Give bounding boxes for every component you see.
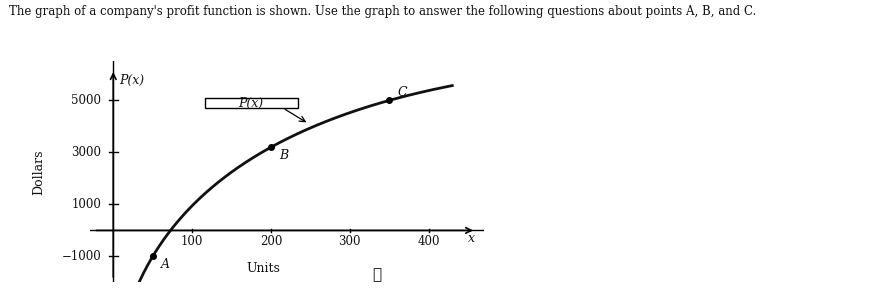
Text: A: A <box>160 258 169 271</box>
FancyBboxPatch shape <box>204 98 297 108</box>
Text: 5000: 5000 <box>72 94 101 107</box>
Text: 1000: 1000 <box>72 198 101 211</box>
Text: The graph of a company's profit function is shown. Use the graph to answer the f: The graph of a company's profit function… <box>9 5 756 17</box>
Text: P(x): P(x) <box>119 74 144 87</box>
Text: 3000: 3000 <box>72 146 101 159</box>
Text: 400: 400 <box>418 235 440 248</box>
Text: P(x): P(x) <box>238 96 263 110</box>
Text: Units: Units <box>246 262 280 275</box>
Text: C: C <box>397 86 407 99</box>
Text: 100: 100 <box>181 235 203 248</box>
Text: B: B <box>279 149 288 162</box>
Text: Dollars: Dollars <box>32 149 45 195</box>
Text: 300: 300 <box>339 235 361 248</box>
Text: ⓘ: ⓘ <box>372 267 381 282</box>
Text: −1000: −1000 <box>62 250 101 263</box>
Text: x: x <box>468 232 475 245</box>
Text: 200: 200 <box>260 235 282 248</box>
